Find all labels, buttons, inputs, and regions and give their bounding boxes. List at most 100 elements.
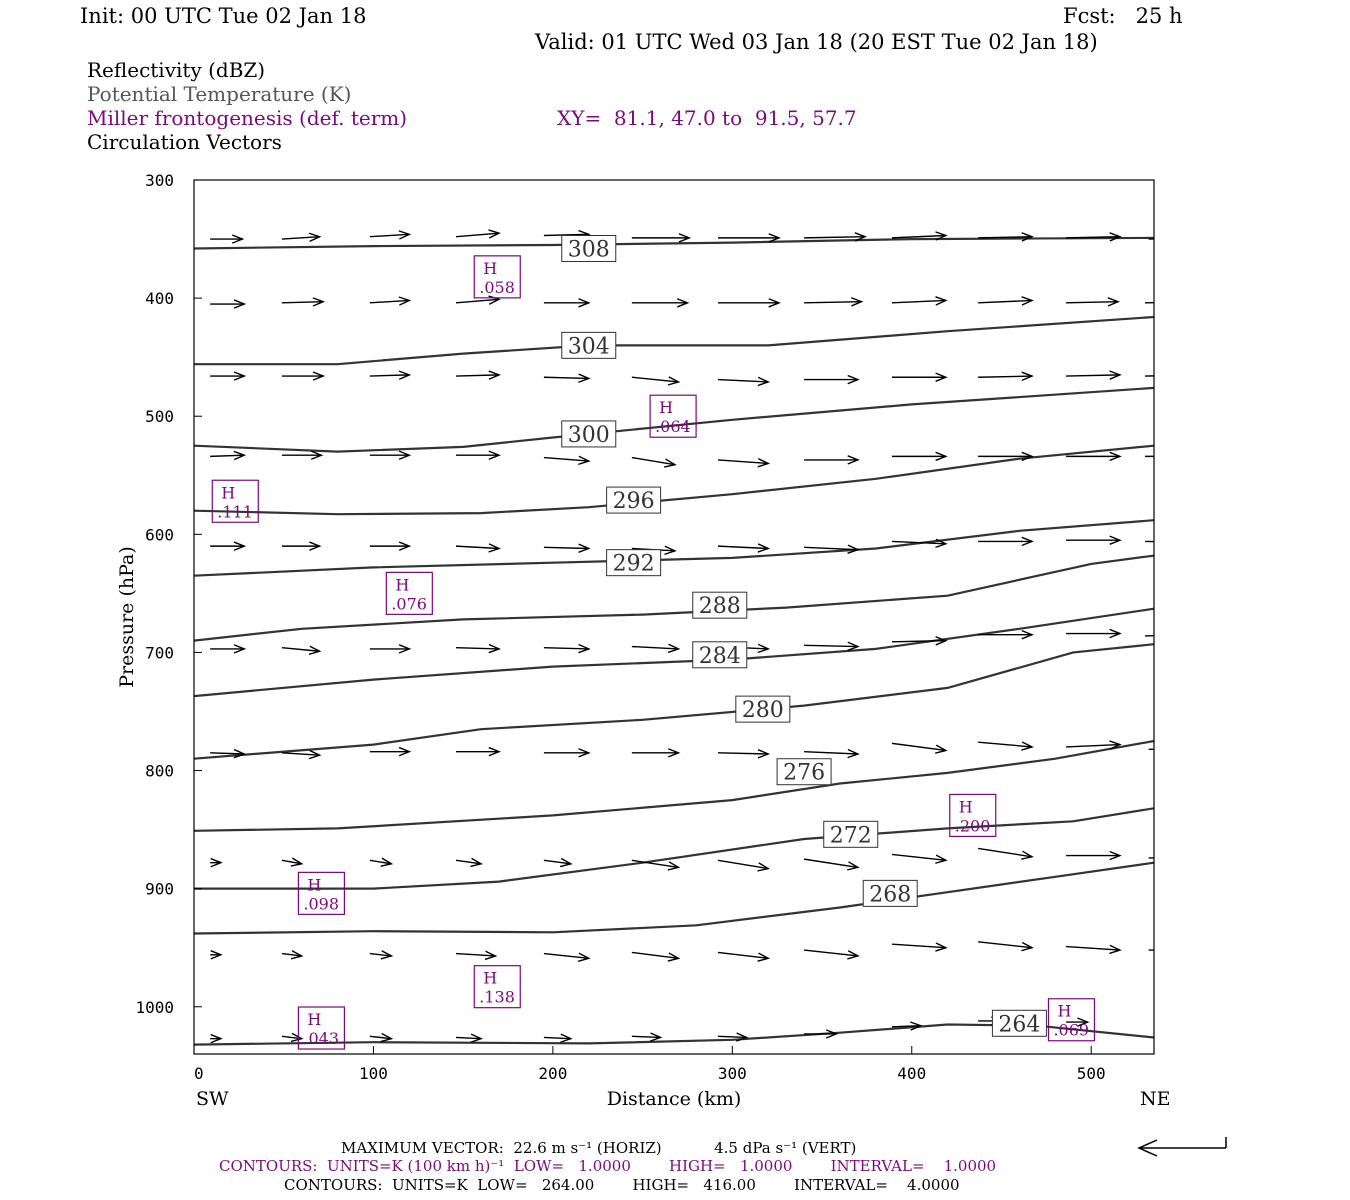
- circulation-vector: [281, 857, 304, 867]
- isentrope-284: [194, 607, 1154, 698]
- frontogenesis-max-marker: H.043: [297, 1006, 346, 1050]
- isentrope-label: 292: [613, 552, 655, 577]
- max-label: H: [221, 483, 235, 502]
- frontogenesis-max-marker: H.098: [297, 871, 346, 915]
- max-label: H: [483, 259, 497, 278]
- circulation-vector: [717, 859, 771, 872]
- max-label: H: [959, 797, 973, 816]
- x-tick-label: 400: [897, 1064, 926, 1083]
- circulation-vector: [281, 297, 326, 307]
- circulation-vector: [369, 230, 412, 240]
- circulation-vector: [369, 644, 412, 654]
- isentrope-292: [194, 519, 1154, 577]
- isentrope-label: 308: [568, 238, 610, 263]
- circulation-vector: [210, 644, 247, 654]
- max-value: .200: [955, 816, 991, 835]
- circulation-vector: [978, 741, 1034, 751]
- isentrope-label: 288: [699, 594, 741, 619]
- max-value: .064: [655, 417, 691, 436]
- max-value: .111: [217, 502, 253, 521]
- isentrope-268: [194, 861, 1154, 935]
- circulation-vector: [631, 859, 681, 871]
- circulation-vector: [210, 857, 223, 868]
- circulation-vector: [369, 857, 394, 867]
- frontogenesis-max-marker: H.200: [949, 793, 997, 838]
- circulation-vector: [543, 543, 591, 553]
- circulation-vector: [1145, 375, 1154, 377]
- frontogenesis-max-marker: H.064: [649, 394, 697, 438]
- circulation-vector: [543, 1033, 573, 1043]
- axes-layer: 0 100 200 300 400 500 300 400 500 600 700 800 900 100…: [135, 171, 1105, 1083]
- max-value: .069: [1053, 1021, 1089, 1040]
- circulation-vector: [631, 748, 681, 758]
- isentrope-label-box: [692, 591, 748, 619]
- circulation-vector: [455, 543, 501, 553]
- circulation-vector: [369, 950, 394, 960]
- theta-contour-info: CONTOURS: UNITS=K LOW= 264.00 HIGH= 416.…: [284, 1176, 960, 1194]
- circulation-vector: [804, 232, 867, 242]
- contour-label-layer: 308 304 300 296 292 288 284 280 276 272 268 264: [561, 235, 1047, 1037]
- circulation-vector: [210, 371, 247, 381]
- circulation-vector: [804, 748, 860, 759]
- circulation-vector: [717, 749, 771, 759]
- isentrope-label: 300: [568, 423, 610, 448]
- circulation-vector: [281, 950, 304, 960]
- legend-circulation-vectors: Circulation Vectors: [87, 130, 282, 154]
- circulation-vector: [1148, 949, 1154, 951]
- max-value: .138: [479, 988, 515, 1007]
- circulation-vector: [281, 749, 322, 760]
- circulation-vector: [1066, 232, 1122, 242]
- circulation-vector: [804, 641, 860, 652]
- circulation-vector: [891, 742, 948, 754]
- legend-reflectivity: Reflectivity (dBZ): [87, 58, 266, 82]
- circulation-vector: [1148, 748, 1154, 750]
- circulation-vector: [631, 376, 681, 386]
- max-value: .098: [303, 894, 339, 913]
- circulation-vector: [1066, 1017, 1090, 1027]
- circulation-vector: [804, 544, 860, 554]
- max-value: .058: [479, 278, 515, 297]
- vector-layer: [210, 229, 1154, 1044]
- isentrope-label-box: [606, 486, 662, 514]
- frontogenesis-contour-info: CONTOURS: UNITS=K (100 km h)⁻¹ LOW= 1.00…: [219, 1157, 997, 1175]
- frontogenesis-max-marker: H.058: [473, 255, 521, 299]
- y-tick-label: 700: [145, 643, 174, 662]
- circulation-vector: [1066, 297, 1120, 307]
- circulation-vector: [455, 857, 483, 868]
- circulation-vector: [455, 295, 501, 305]
- circulation-vector: [1066, 451, 1122, 462]
- y-tick-label: 800: [145, 762, 174, 781]
- circulation-vector: [543, 857, 573, 868]
- circulation-vector: [369, 450, 412, 460]
- max-value: .043: [303, 1029, 339, 1048]
- x-tick-label: 500: [1077, 1064, 1106, 1083]
- isentrope-label-box: [823, 820, 879, 848]
- x-end-label-sw: SW: [196, 1088, 229, 1110]
- circulation-vector: [1145, 301, 1154, 304]
- circulation-vector: [978, 629, 1034, 640]
- isentrope-300: [194, 386, 1154, 453]
- circulation-vector: [455, 746, 501, 757]
- circulation-vector: [210, 299, 247, 309]
- circulation-vector: [210, 450, 247, 461]
- circulation-vector: [281, 450, 324, 460]
- circulation-vector: [631, 643, 681, 654]
- plot-frame: [193, 179, 1155, 1055]
- circulation-vector: [455, 450, 501, 460]
- circulation-vector: [1148, 857, 1154, 859]
- circulation-vector: [631, 298, 690, 308]
- circulation-vector: [369, 1032, 394, 1043]
- isentrope-layer: [194, 236, 1154, 1046]
- legend-miller-frontogenesis: Miller frontogenesis (def. term): [87, 106, 408, 130]
- circulation-vector: [717, 298, 781, 308]
- circulation-vector: [978, 296, 1034, 306]
- circulation-vector: [892, 451, 948, 462]
- circulation-vector: [455, 370, 501, 380]
- circulation-vector: [631, 456, 677, 468]
- circulation-vector: [1066, 535, 1122, 545]
- circulation-vector: [369, 296, 412, 306]
- circulation-vector: [543, 373, 591, 383]
- isentrope-label: 284: [699, 644, 741, 669]
- circulation-vector: [455, 1033, 483, 1043]
